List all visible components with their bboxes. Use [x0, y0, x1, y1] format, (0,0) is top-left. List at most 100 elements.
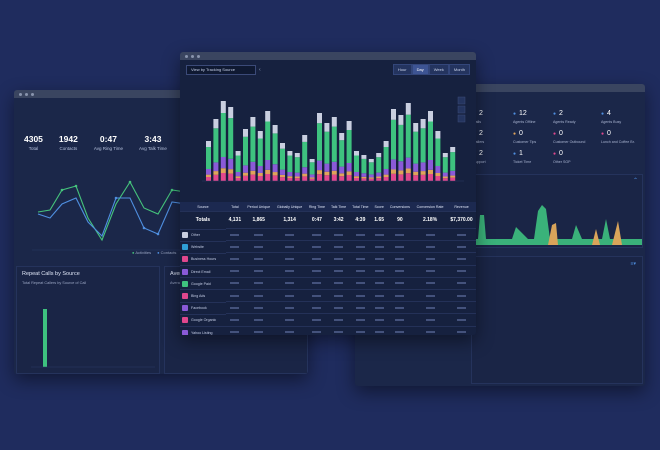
stacked-bar-segment[interactable]	[368, 159, 374, 163]
stacked-bar-segment[interactable]	[309, 177, 315, 179]
stacked-bar-segment[interactable]	[206, 147, 211, 169]
stacked-bar-segment[interactable]	[346, 163, 352, 172]
chevron-up-icon[interactable]: ⌃	[632, 178, 638, 184]
stacked-bar-segment[interactable]	[405, 157, 411, 169]
stacked-bar-segment[interactable]	[428, 174, 433, 181]
back-chevron-icon[interactable]: ‹	[259, 66, 261, 73]
stacked-bar-segment[interactable]	[272, 133, 278, 165]
filter-icon[interactable]: ≡▾	[630, 261, 636, 267]
stacked-bar-segment[interactable]	[383, 174, 389, 177]
stacked-bar-segment[interactable]	[391, 119, 396, 160]
stacked-bar-segment[interactable]	[243, 172, 248, 176]
stacked-bar-segment[interactable]	[428, 160, 433, 170]
stacked-bar-segment[interactable]	[376, 157, 382, 173]
stacked-bar-segment[interactable]	[302, 135, 308, 142]
stacked-bar-segment[interactable]	[331, 174, 337, 181]
stacked-bar-segment[interactable]	[206, 174, 211, 177]
stacked-bar-segment[interactable]	[324, 175, 330, 181]
stacked-bar-segment[interactable]	[213, 162, 219, 172]
stacked-bar-segment[interactable]	[435, 166, 441, 173]
stacked-bar-segment[interactable]	[346, 171, 352, 175]
column-header[interactable]: Globally Unique	[273, 202, 306, 212]
stacked-bar-segment[interactable]	[206, 141, 211, 147]
stacked-bar-segment[interactable]	[206, 169, 211, 175]
segment-week[interactable]: Week	[428, 64, 449, 75]
stacked-bar-segment[interactable]	[442, 178, 448, 181]
stacked-bar-segment[interactable]	[287, 151, 293, 156]
stacked-bar-segment[interactable]	[361, 155, 367, 159]
stacked-bar-segment[interactable]	[398, 161, 404, 171]
zoom-in-icon[interactable]	[457, 96, 466, 105]
stacked-bar-segment[interactable]	[405, 173, 411, 181]
stacked-bar-segment[interactable]	[376, 176, 382, 179]
column-header[interactable]: Ring Time	[305, 202, 329, 212]
stacked-bar-segment[interactable]	[361, 158, 367, 174]
segment-hour[interactable]: Hour	[392, 64, 412, 75]
stacked-bar-segment[interactable]	[339, 173, 345, 177]
stacked-bar-segment[interactable]	[228, 107, 234, 119]
stacked-bar-segment[interactable]	[317, 113, 322, 124]
stacked-bar-segment[interactable]	[376, 172, 382, 177]
stacked-bar-segment[interactable]	[324, 131, 330, 164]
stacked-bar-segment[interactable]	[376, 153, 382, 158]
table-row[interactable]: Website	[180, 240, 476, 253]
stacked-bar-segment[interactable]	[287, 176, 293, 178]
segment-month[interactable]: Month	[448, 64, 470, 75]
table-row[interactable]: Other	[180, 227, 476, 241]
stacked-bar-segment[interactable]	[235, 172, 241, 177]
stacked-bar-segment[interactable]	[265, 111, 271, 122]
stacked-bar-segment[interactable]	[339, 176, 345, 181]
column-header[interactable]: Conversion Rate	[413, 202, 448, 212]
stacked-bar-segment[interactable]	[235, 155, 241, 173]
stacked-bar-segment[interactable]	[294, 178, 300, 181]
stacked-bar-segment[interactable]	[435, 131, 441, 139]
stacked-bar-segment[interactable]	[398, 115, 404, 125]
reset-icon[interactable]	[457, 114, 466, 123]
stacked-bar-segment[interactable]	[228, 118, 234, 159]
stacked-bar-segment[interactable]	[213, 128, 219, 163]
table-row[interactable]: Google Paid	[180, 276, 476, 290]
stacked-bar-segment[interactable]	[213, 171, 219, 175]
stacked-bar-segment[interactable]	[398, 174, 404, 181]
stacked-bar-segment[interactable]	[450, 152, 456, 171]
stacked-bar-segment[interactable]	[280, 143, 285, 149]
stacked-bar-segment[interactable]	[220, 173, 226, 181]
stacked-bar-segment[interactable]	[265, 121, 271, 161]
stacked-bar-segment[interactable]	[220, 157, 226, 169]
stacked-bar-segment[interactable]	[257, 166, 263, 173]
table-row[interactable]: Facebook	[180, 301, 476, 314]
stacked-bar-segment[interactable]	[391, 109, 396, 120]
stacked-bar-segment[interactable]	[450, 177, 456, 181]
stacked-bar-segment[interactable]	[302, 176, 308, 181]
stacked-bar-segment[interactable]	[294, 157, 300, 173]
stacked-bar-segment[interactable]	[265, 174, 271, 181]
column-header[interactable]: Revenue	[447, 202, 476, 212]
stacked-bar-segment[interactable]	[420, 171, 426, 175]
stacked-bar-segment[interactable]	[413, 123, 419, 132]
stacked-bar-segment[interactable]	[339, 140, 345, 167]
column-header[interactable]: Conversions	[386, 202, 414, 212]
stacked-bar-segment[interactable]	[243, 129, 248, 137]
stacked-bar-segment[interactable]	[280, 148, 285, 170]
view-by-select[interactable]: View by Tracking Source	[186, 64, 256, 75]
stacked-bar-segment[interactable]	[368, 162, 374, 175]
stacked-bar-segment[interactable]	[405, 103, 411, 115]
stacked-bar-segment[interactable]	[317, 123, 322, 161]
stacked-bar-segment[interactable]	[391, 173, 396, 181]
stacked-bar-segment[interactable]	[442, 157, 448, 173]
stacked-bar-segment[interactable]	[250, 161, 256, 171]
stacked-bar-segment[interactable]	[428, 169, 433, 174]
stacked-bar-segment[interactable]	[243, 165, 248, 173]
column-header[interactable]: Score	[371, 202, 387, 212]
stacked-bar-segment[interactable]	[346, 121, 352, 130]
stacked-bar-segment[interactable]	[450, 175, 456, 178]
column-header[interactable]: Period Unique	[243, 202, 274, 212]
stacked-bar-segment[interactable]	[280, 174, 285, 178]
stacked-bar-segment[interactable]	[243, 136, 248, 166]
stacked-bar-segment[interactable]	[220, 113, 226, 157]
stacked-bar-segment[interactable]	[420, 128, 426, 163]
stacked-bar-segment[interactable]	[450, 147, 456, 153]
stacked-bar-segment[interactable]	[280, 169, 285, 175]
stacked-bar-segment[interactable]	[302, 173, 308, 177]
stacked-bar-segment[interactable]	[220, 168, 226, 173]
